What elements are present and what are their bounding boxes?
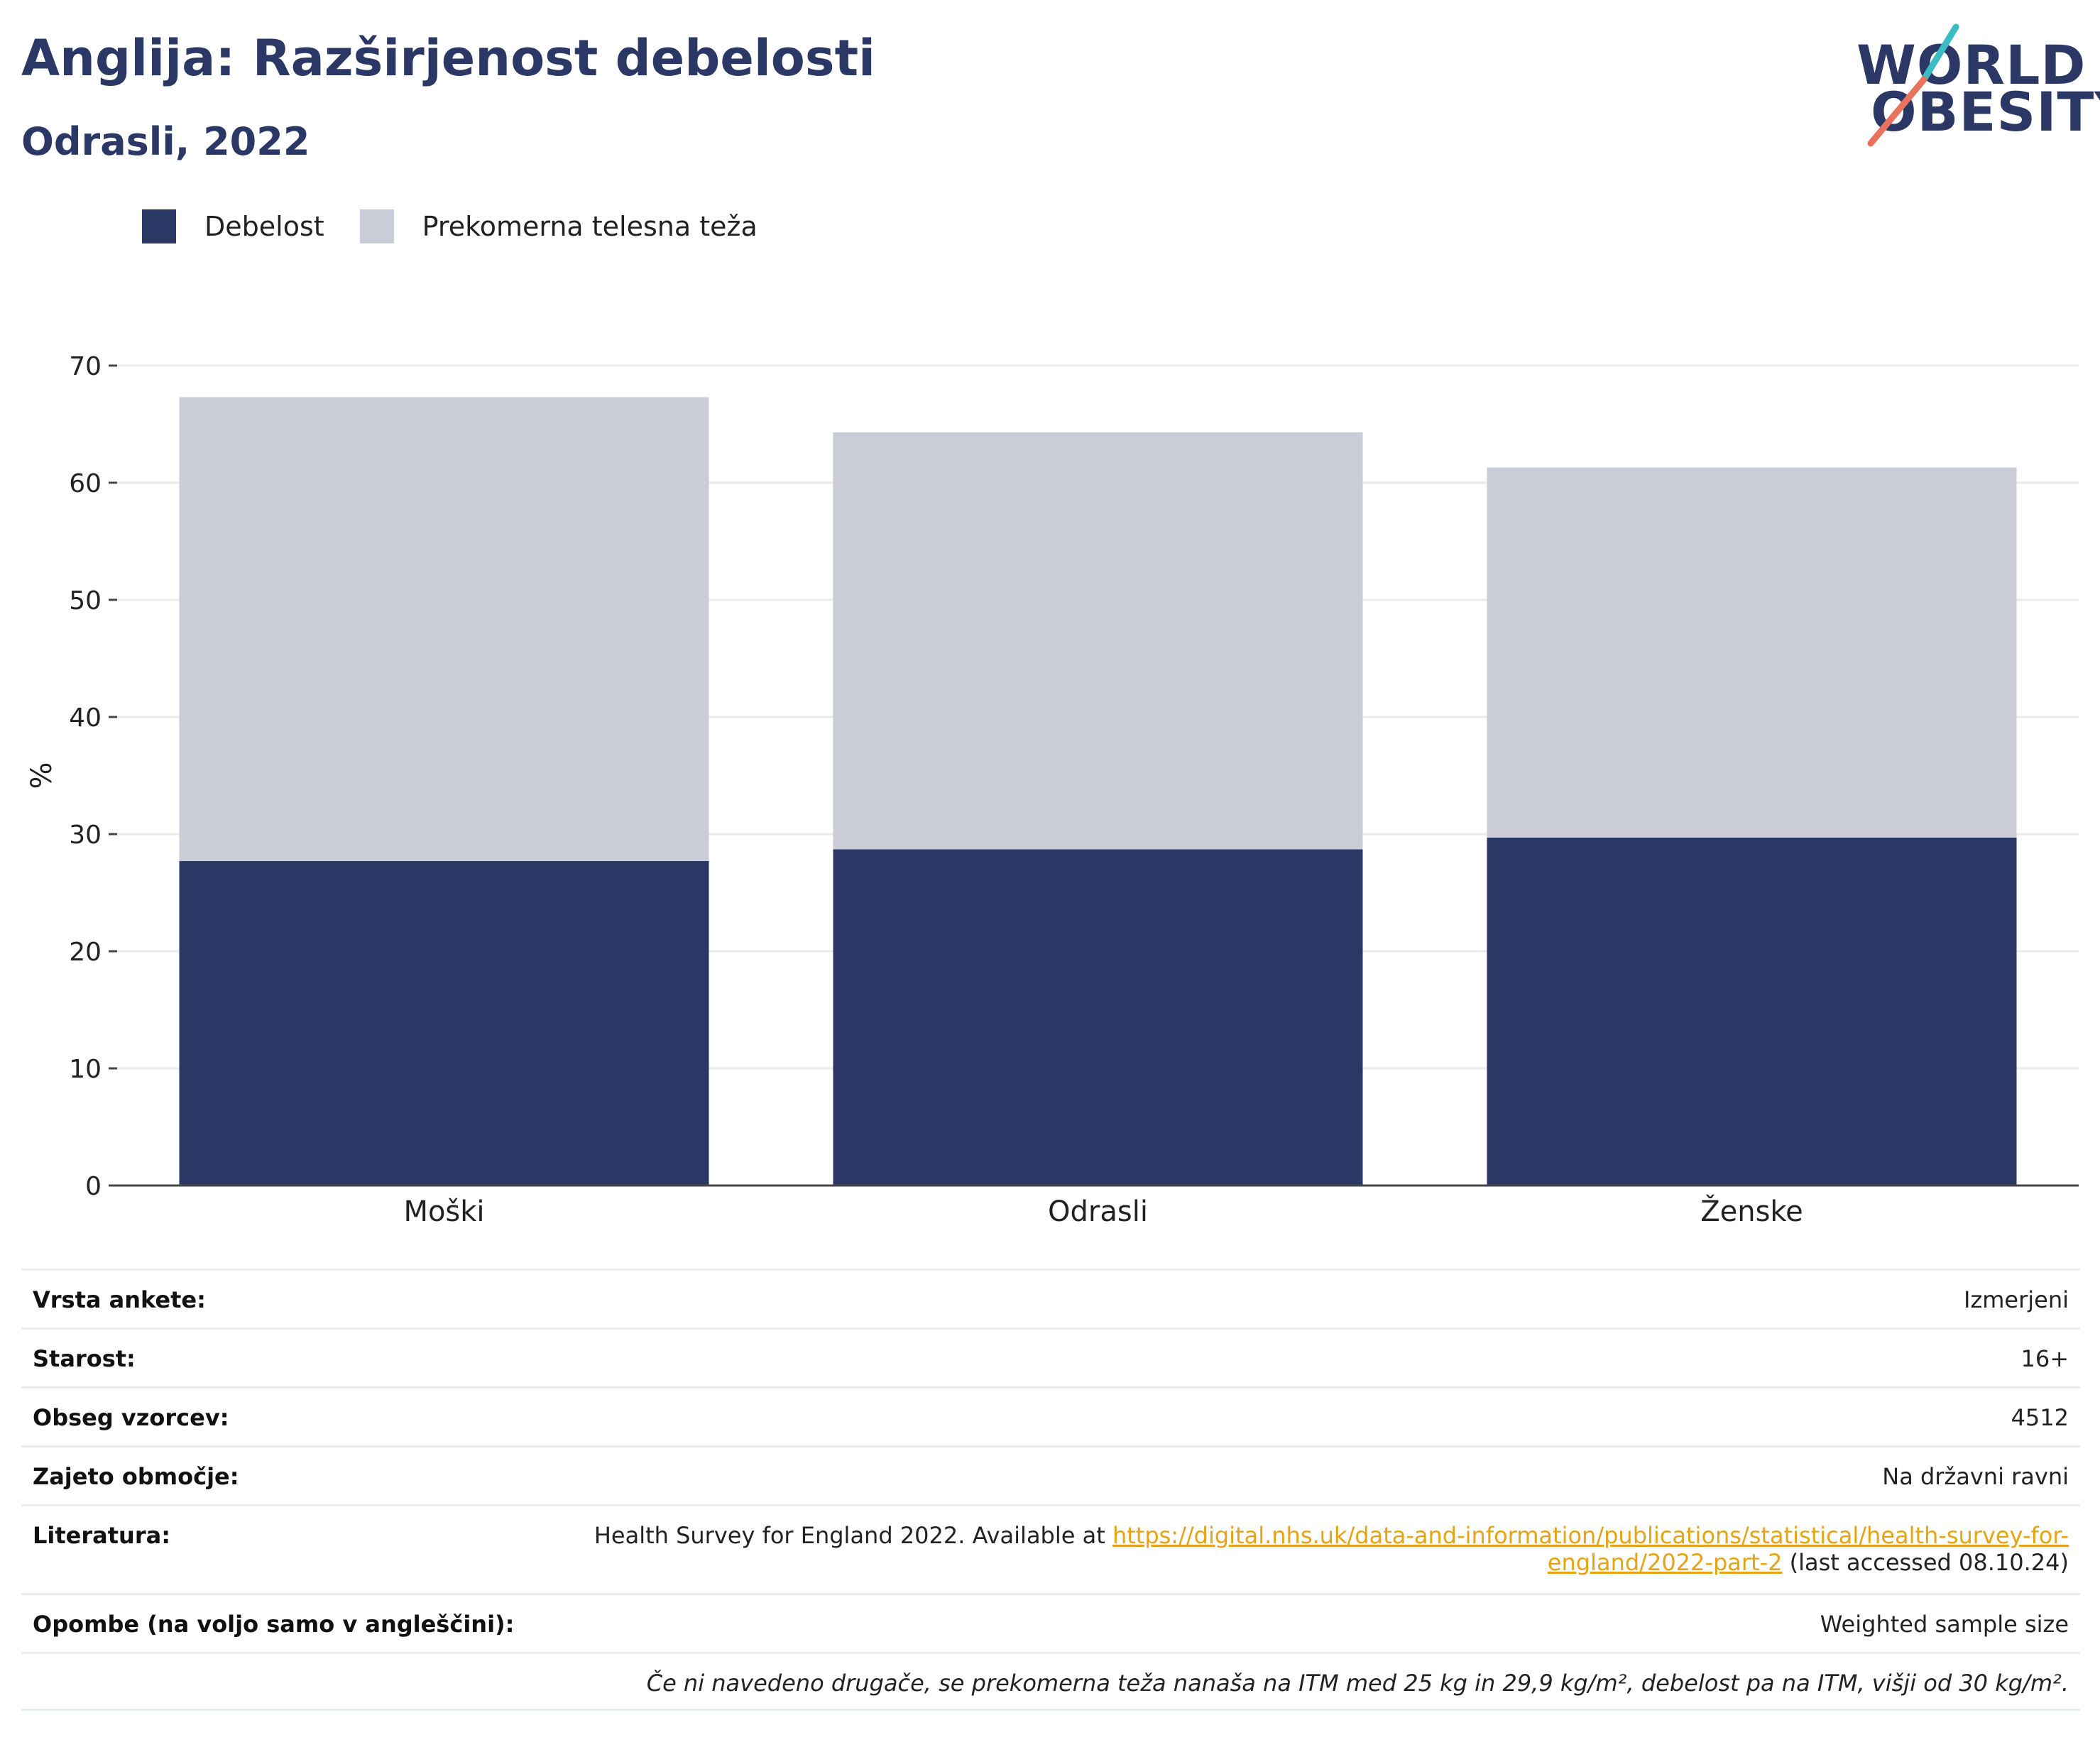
literature-link[interactable]: https://digital.nhs.uk/data-and-informat…	[1112, 1522, 2069, 1549]
info-label: Obseg vzorcev:	[33, 1404, 229, 1431]
bar-overweight-0	[179, 397, 709, 861]
y-tick-label: 40	[69, 703, 102, 733]
bar-overweight-1	[833, 432, 1363, 850]
footnote: Če ni navedeno drugače, se prekomerna te…	[21, 1652, 2080, 1711]
legend-item-overweight[interactable]: Prekomerna telesna teža	[359, 209, 758, 243]
logo-slash-icon	[1867, 23, 1959, 147]
info-label: Vrsta ankete:	[33, 1286, 206, 1313]
legend-label-overweight: Prekomerna telesna teža	[422, 211, 758, 242]
logo-text-world: WORLD	[1856, 33, 2087, 97]
y-tick-label: 60	[69, 469, 102, 498]
info-value: Health Survey for England 2022. Availabl…	[594, 1506, 2069, 1576]
literature-text: Health Survey for England 2022. Availabl…	[594, 1522, 1112, 1549]
y-tick-label: 20	[69, 938, 102, 967]
info-value: Na državni ravni	[1882, 1463, 2069, 1490]
world-obesity-logo: WORLD OBESITY	[1856, 21, 2100, 149]
stacked-bar-chart: 0 10 20 30 40 50 60 70% Moški Odrasli Ženske	[26, 352, 2079, 1228]
y-axis-label: %	[26, 762, 58, 789]
info-label: Opombe (na voljo samo v angleščini):	[33, 1611, 515, 1638]
legend-label-obesity: Debelost	[204, 211, 324, 242]
info-row-area: Zajeto območje: Na državni ravni	[21, 1445, 2080, 1504]
literature-accessed: (last accessed 08.10.24)	[1782, 1549, 2069, 1576]
legend-swatch-obesity	[142, 209, 176, 243]
page-title: Anglija: Razširjenost debelosti	[21, 29, 876, 87]
info-value: 4512	[2011, 1404, 2069, 1431]
chart-legend: Debelost Prekomerna telesna teža	[142, 209, 793, 243]
info-value: 16+	[2020, 1345, 2069, 1372]
info-label: Literatura:	[33, 1522, 170, 1549]
x-tick-label: Moški	[403, 1195, 484, 1228]
literature-link-continued[interactable]: england/2022-part-2	[1547, 1549, 1783, 1576]
info-table: Vrsta ankete: Izmerjeni Starost: 16+ Obs…	[21, 1269, 2080, 1711]
bar-obesity-2	[1487, 837, 2017, 1185]
bar-obesity-1	[833, 849, 1363, 1185]
x-tick-label: Odrasli	[1048, 1195, 1148, 1228]
info-row-sample-size: Obseg vzorcev: 4512	[21, 1386, 2080, 1445]
info-value: Weighted sample size	[1820, 1611, 2069, 1638]
bar-obesity-0	[179, 860, 709, 1185]
y-tick-label: 30	[69, 821, 102, 850]
legend-item-obesity[interactable]: Debelost	[142, 209, 324, 243]
info-row-age: Starost: 16+	[21, 1327, 2080, 1386]
page-subtitle: Odrasli, 2022	[21, 119, 310, 164]
info-label: Starost:	[33, 1345, 136, 1372]
info-row-literature: Literatura: Health Survey for England 20…	[21, 1504, 2080, 1593]
info-row-survey-type: Vrsta ankete: Izmerjeni	[21, 1269, 2080, 1327]
y-tick-label: 10	[69, 1055, 102, 1084]
bar-overweight-2	[1487, 467, 2017, 838]
y-tick-label: 0	[85, 1172, 102, 1201]
info-row-notes: Opombe (na voljo samo v angleščini): Wei…	[21, 1593, 2080, 1652]
info-value: Izmerjeni	[1964, 1286, 2069, 1313]
legend-swatch-overweight	[359, 209, 394, 243]
x-tick-label: Ženske	[1700, 1194, 1803, 1228]
y-tick-label: 50	[69, 586, 102, 615]
info-label: Zajeto območje:	[33, 1463, 239, 1490]
y-tick-label: 70	[69, 352, 102, 381]
